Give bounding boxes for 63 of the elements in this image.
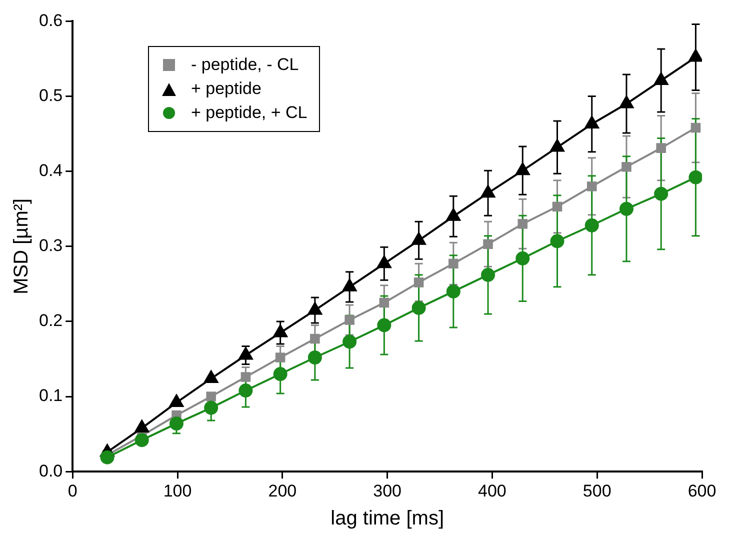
point <box>377 256 392 268</box>
point <box>654 186 668 201</box>
y-tick-label: 0.0 <box>38 461 63 480</box>
y-tick-label: 0.4 <box>38 161 63 180</box>
point <box>584 218 599 232</box>
legend-label: + peptide, + CL <box>191 102 308 124</box>
x-tick-label: 100 <box>163 481 192 500</box>
point <box>342 334 357 349</box>
legend-label: - peptide, - CL <box>191 54 299 76</box>
point <box>310 334 320 344</box>
point <box>446 284 460 298</box>
point <box>275 352 286 362</box>
x-tick-label: 400 <box>478 481 506 500</box>
y-axis-title: MSD [µm²] <box>10 198 33 294</box>
y-tick-label: 0.5 <box>38 86 63 105</box>
point <box>134 433 149 448</box>
point <box>273 367 288 382</box>
point <box>204 400 218 415</box>
y-tick-label: 0.3 <box>38 236 63 256</box>
x-tick-label: 0 <box>68 481 78 500</box>
point <box>518 218 528 229</box>
point <box>688 170 702 184</box>
x-tick-label: 200 <box>268 481 297 500</box>
point <box>446 208 460 221</box>
x-tick-label: 500 <box>582 481 612 500</box>
point <box>654 72 668 86</box>
point <box>516 251 530 266</box>
y-tick-label: 0.2 <box>38 311 63 330</box>
point <box>656 143 666 153</box>
point <box>240 372 251 382</box>
point <box>550 139 564 152</box>
point <box>550 234 564 248</box>
legend-label: + peptide <box>191 78 262 100</box>
point <box>516 162 530 176</box>
point <box>412 300 426 315</box>
y-tick-label: 0.1 <box>38 386 63 406</box>
point <box>308 302 322 315</box>
point <box>377 318 392 332</box>
x-tick-label: 600 <box>688 481 716 500</box>
x-axis-title: lag time [ms] <box>330 508 444 530</box>
point <box>379 298 390 308</box>
point <box>552 202 562 212</box>
point <box>481 268 496 282</box>
point <box>584 116 599 129</box>
y-tick-label: 0.6 <box>38 10 63 30</box>
point <box>308 350 322 364</box>
point <box>412 232 426 245</box>
point <box>169 416 184 431</box>
point <box>586 181 597 192</box>
point <box>483 239 493 250</box>
point <box>448 258 458 269</box>
point <box>100 450 114 464</box>
point <box>619 202 634 216</box>
point <box>622 162 632 172</box>
point <box>480 185 496 198</box>
point <box>344 315 354 325</box>
point <box>206 392 216 402</box>
point <box>414 278 424 288</box>
point <box>688 49 702 62</box>
point <box>619 96 634 108</box>
point <box>690 122 701 133</box>
point <box>238 384 253 398</box>
x-tick-label: 300 <box>373 481 402 500</box>
